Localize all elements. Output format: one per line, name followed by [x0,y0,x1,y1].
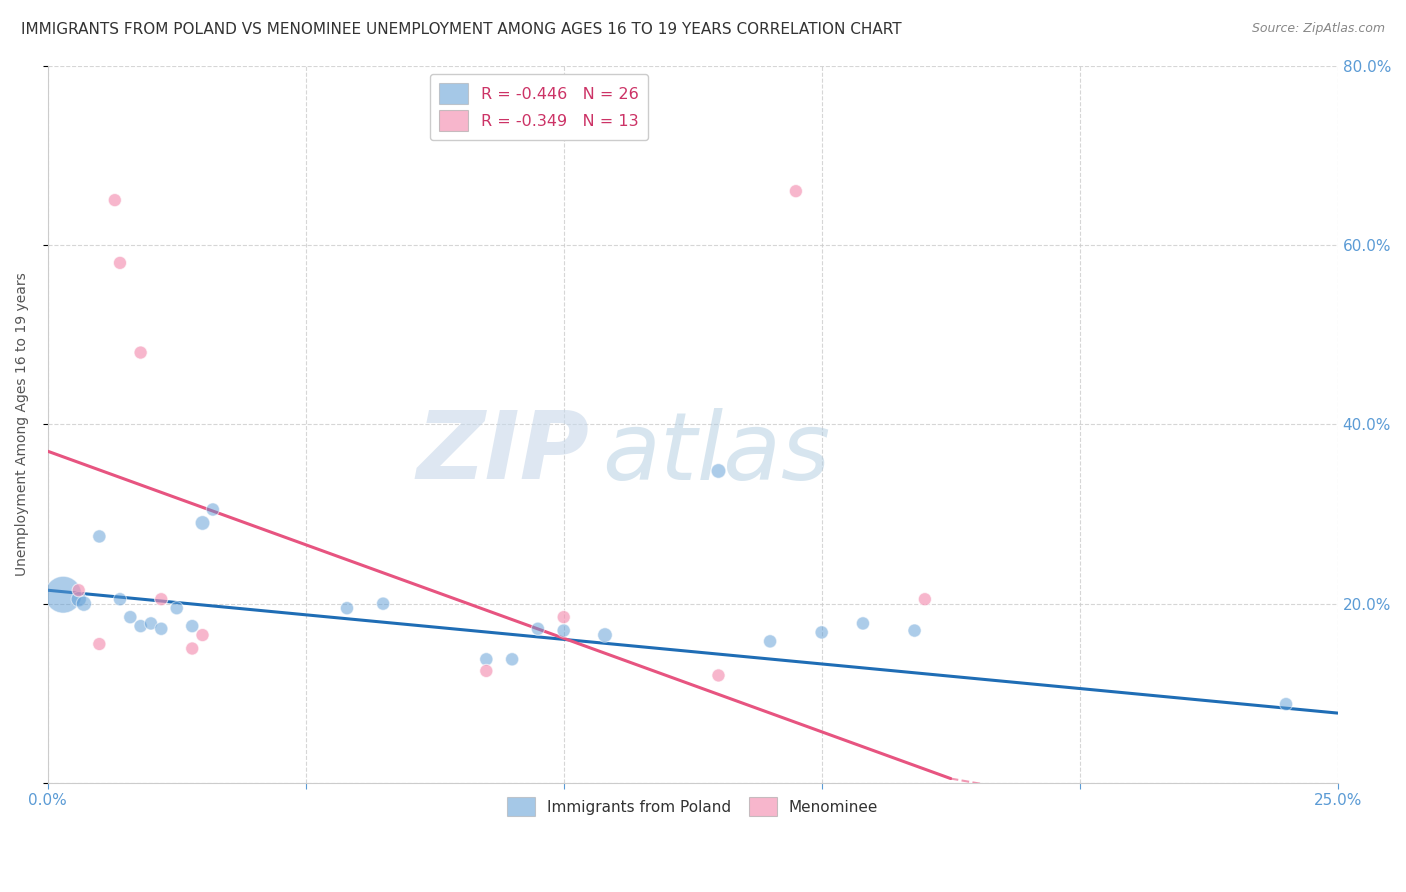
Point [150,592,173,607]
Point [181,619,204,633]
Point [89,637,111,651]
Point [759,634,782,648]
Point [89,529,111,543]
Point [166,601,188,615]
Point [903,624,925,638]
Point [475,652,498,666]
Point [553,624,575,638]
Point [593,628,616,642]
Point [181,641,204,656]
Point [527,622,550,636]
Point [108,256,131,270]
Text: atlas: atlas [602,408,831,499]
Point [707,464,730,478]
Text: Source: ZipAtlas.com: Source: ZipAtlas.com [1251,22,1385,36]
Point [501,652,523,666]
Point [67,583,90,598]
Point [707,668,730,682]
Point [129,345,152,359]
Point [104,193,127,207]
Text: ZIP: ZIP [416,407,589,499]
Y-axis label: Unemployment Among Ages 16 to 19 years: Unemployment Among Ages 16 to 19 years [15,272,30,576]
Point [139,616,162,631]
Point [150,622,173,636]
Point [129,619,152,633]
Point [201,502,224,516]
Point [1275,697,1298,711]
Point [108,592,131,607]
Point [120,610,142,624]
Point [191,516,214,530]
Point [52,588,75,602]
Point [73,597,96,611]
Point [553,610,575,624]
Legend: Immigrants from Poland, Menominee: Immigrants from Poland, Menominee [498,788,887,826]
Point [475,664,498,678]
Point [371,597,394,611]
Point [191,628,214,642]
Point [914,592,936,607]
Point [67,592,90,607]
Point [810,625,832,640]
Text: IMMIGRANTS FROM POLAND VS MENOMINEE UNEMPLOYMENT AMONG AGES 16 TO 19 YEARS CORRE: IMMIGRANTS FROM POLAND VS MENOMINEE UNEM… [21,22,901,37]
Point [785,184,807,198]
Point [336,601,359,615]
Point [852,616,875,631]
